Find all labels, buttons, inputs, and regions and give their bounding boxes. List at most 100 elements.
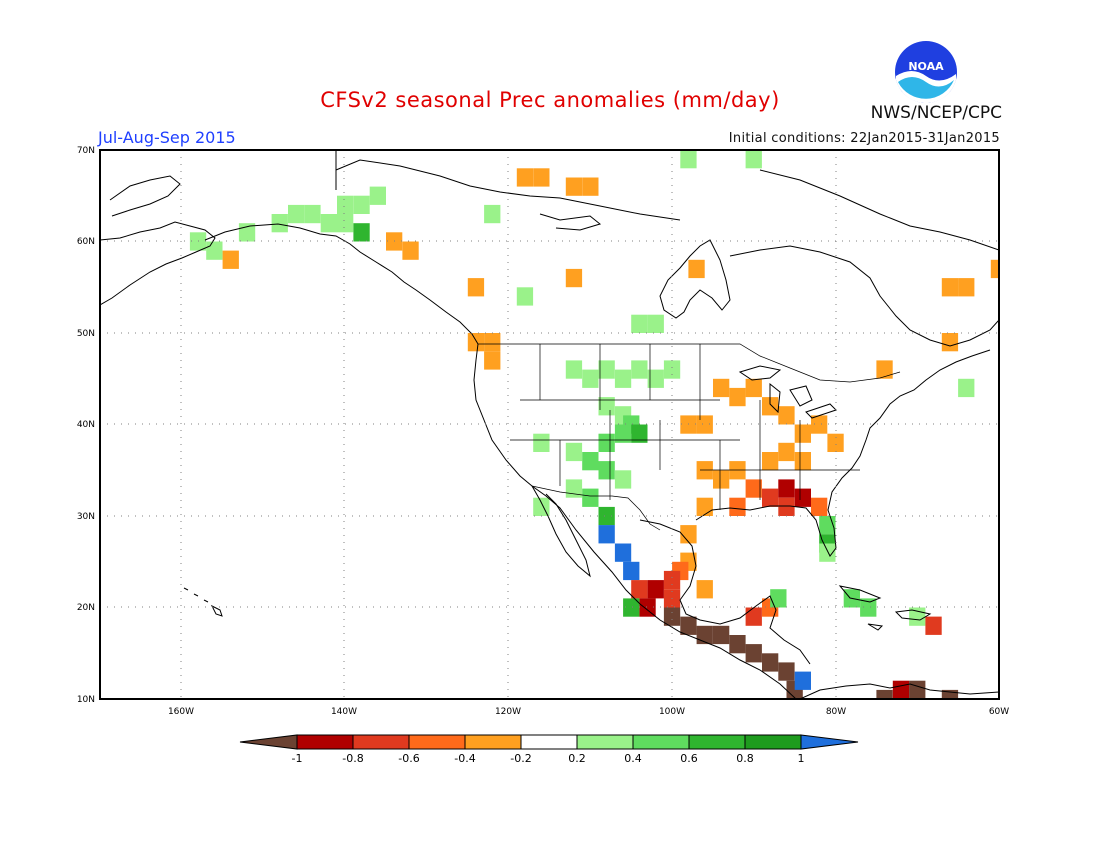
anomaly-cell [713, 378, 730, 398]
anomaly-cell [647, 580, 664, 599]
anomaly-cell [598, 461, 615, 480]
anomaly-cell [680, 415, 697, 434]
latitude-labels: 70N 60N 50N 40N 30N 20N 10N [77, 146, 95, 705]
lon-label-160w: 160W [168, 707, 194, 717]
legend-tick-labels: -1 -0.8 -0.6 -0.4 -0.2 0.2 0.4 0.6 0.8 1 [292, 752, 805, 765]
noaa-logo: NOAA [894, 40, 958, 104]
anomaly-cell [533, 168, 550, 187]
anomaly-cell [745, 644, 762, 663]
lon-label-100w: 100W [659, 707, 685, 717]
hispaniola [894, 609, 932, 621]
anomaly-cell [729, 387, 746, 407]
anomaly-cell [778, 442, 795, 462]
anomaly-cell [680, 150, 697, 169]
anomaly-cell [696, 625, 713, 645]
anomaly-cell [484, 333, 501, 352]
legend-tick: 1 [798, 752, 805, 765]
legend-swatch [744, 734, 802, 750]
anomaly-cell [827, 433, 844, 452]
anomaly-cell [598, 397, 615, 416]
anomaly-cell [623, 561, 640, 581]
gulf-of-alaska-coast [204, 223, 479, 345]
anomaly-cell [484, 204, 501, 224]
anomaly-cell [663, 607, 681, 626]
anomaly-cell [794, 424, 811, 443]
lat-label-40n: 40N [77, 420, 95, 430]
anomaly-cell [770, 589, 787, 608]
anomaly-cell [639, 598, 656, 617]
anomaly-cell [860, 598, 877, 617]
us-state-lines [510, 344, 860, 510]
anomaly-cell [925, 616, 942, 635]
anomaly-cell [598, 360, 615, 379]
anomaly-cell [369, 186, 386, 205]
anomaly-cell [745, 479, 762, 498]
anomaly-cell [598, 506, 615, 526]
legend-swatch [464, 734, 522, 750]
graticule [100, 150, 999, 699]
anomaly-cell [680, 616, 697, 635]
anomaly-cell [811, 497, 828, 516]
anomaly-cell [288, 204, 305, 224]
anomaly-cell [729, 497, 746, 516]
anomaly-cell [778, 406, 795, 425]
anomaly-cell [582, 369, 599, 388]
anomaly-cell [647, 314, 664, 333]
anomaly-cell [876, 689, 893, 699]
labrador-coast [729, 245, 999, 347]
anomaly-cell [582, 488, 599, 507]
anomaly-cell [614, 369, 632, 388]
anomaly-cell [598, 433, 615, 452]
anomaly-cell [516, 168, 534, 187]
anomaly-cell [631, 424, 648, 443]
anomaly-cell [696, 580, 713, 599]
legend-tick: -0.8 [342, 752, 363, 765]
anomaly-cell [762, 452, 779, 471]
anomaly-cell [663, 570, 681, 590]
hawaii-islands [183, 587, 223, 617]
anomaly-cell [713, 470, 730, 489]
anomaly-cell [680, 525, 697, 544]
legend-swatch [239, 734, 298, 750]
anomaly-cell [222, 250, 239, 269]
longitude-labels: 160W 140W 120W 100W 80W 60W [168, 707, 1009, 717]
us-canada-border [478, 343, 901, 383]
anomaly-cell [811, 415, 828, 434]
anomaly-cell [794, 488, 811, 507]
anomaly-cell [304, 204, 321, 224]
anomaly-cell [631, 314, 648, 333]
arctic-island [539, 213, 602, 231]
anomaly-cell [582, 177, 599, 196]
anomaly-cell [614, 424, 632, 443]
atlantic-coast [695, 349, 991, 557]
anomaly-cell [565, 360, 583, 379]
anomaly-cell [663, 360, 681, 379]
anomaly-cell [614, 470, 632, 489]
anomaly-cell [762, 488, 779, 507]
jamaica [867, 623, 884, 631]
anomaly-cell [688, 259, 705, 279]
anomaly-cell [745, 150, 762, 169]
lon-label-60w: 60W [989, 707, 1009, 717]
season-label: Jul-Aug-Sep 2015 [98, 128, 236, 147]
anomaly-cell [598, 525, 615, 544]
lon-label-120w: 120W [495, 707, 521, 717]
anomaly-cell [745, 607, 762, 626]
anomaly-cell [794, 452, 811, 471]
lat-label-60n: 60N [77, 237, 95, 247]
anomaly-cell [565, 268, 583, 288]
anomaly-cell [623, 598, 640, 617]
anomaly-cell [958, 278, 975, 297]
legend-swatch [352, 734, 410, 750]
pacific-coast [473, 343, 797, 699]
anomaly-cell [778, 479, 795, 498]
anomaly-cell [631, 360, 648, 379]
noaa-logo-text: NOAA [908, 60, 944, 73]
anomaly-cell [762, 653, 779, 672]
lon-label-80w: 80W [826, 707, 846, 717]
legend-swatch [296, 734, 354, 750]
anomaly-cell [565, 442, 583, 462]
alaska-north-coast [109, 175, 181, 217]
anomaly-cell [876, 360, 893, 379]
